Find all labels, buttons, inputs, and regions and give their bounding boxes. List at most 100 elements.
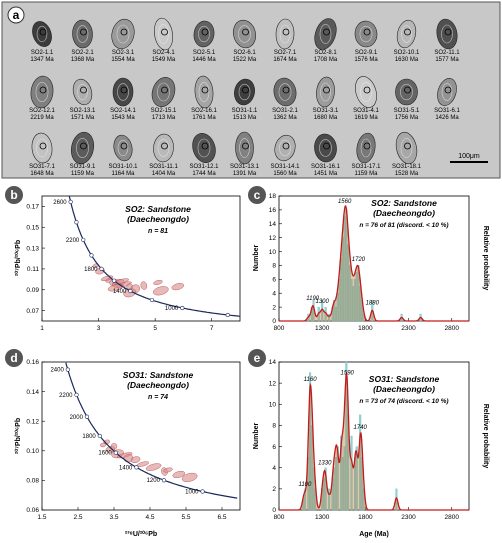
panel-c-y2label: Relative probability xyxy=(482,226,489,291)
analysis-spot xyxy=(242,86,249,94)
x-tick-label: 1800 xyxy=(358,325,373,332)
concordia-age-marker xyxy=(134,465,139,470)
zircon-zoning xyxy=(279,24,291,44)
zircon-grain-image xyxy=(356,132,376,164)
panel-e-label: e xyxy=(254,351,261,365)
probability-curve xyxy=(279,372,469,511)
zircon-grain-image xyxy=(111,18,135,50)
panel-c-subtitle: (Daecheongdo) xyxy=(373,208,435,218)
grain-age: 1549 Ma xyxy=(152,57,176,63)
analysis-spot xyxy=(282,86,290,94)
grain-id: SO31-3.1 xyxy=(313,108,339,114)
panel-c-frame xyxy=(278,195,470,322)
grain-age: 1528 Ma xyxy=(395,171,419,177)
zircon-zoning xyxy=(36,25,48,43)
grain-id: SO31-5.1 xyxy=(394,108,420,114)
y-tick-label: 0.12 xyxy=(26,418,39,425)
concordia-age-label: 1000 xyxy=(165,306,179,312)
zircon-grain-image xyxy=(316,76,335,108)
x-tick-label: 1.5 xyxy=(37,514,46,521)
y-tick-label: 2 xyxy=(272,304,276,311)
grain-id: SO2-4.1 xyxy=(152,50,175,56)
histogram-bar xyxy=(303,488,306,511)
grain-id: SO31-6.1 xyxy=(434,108,460,114)
data-ellipse xyxy=(107,283,124,292)
grain-id: SO2-16.1 xyxy=(191,108,217,114)
concordia-age-label: 1400 xyxy=(119,465,133,471)
concordia-age-marker xyxy=(161,478,167,483)
peak-age-label: 1740 xyxy=(354,425,368,431)
panel-d-ylabel: ²⁰⁷Pb/²⁰⁶Pb xyxy=(14,418,22,454)
grain-age: 1680 Ma xyxy=(314,115,338,121)
peak-age-label: 1560 xyxy=(338,199,352,205)
panel-c-label-badge xyxy=(248,186,266,204)
y-tick-label: 2 xyxy=(272,486,276,493)
analysis-spot xyxy=(404,86,411,94)
grain-id: SO2-8.1 xyxy=(314,50,337,56)
histogram-bar xyxy=(328,313,331,322)
grain-id: SO2-5.1 xyxy=(193,50,216,56)
concordia-age-label: 2200 xyxy=(66,238,80,244)
concordia-age-marker xyxy=(84,414,90,419)
grain-age: 1522 Ma xyxy=(233,57,257,63)
x-tick-label: 2.5 xyxy=(73,514,82,521)
analysis-spot xyxy=(282,28,290,36)
x-tick-label: 5 xyxy=(153,325,157,332)
panel-e-label-badge xyxy=(248,349,266,367)
x-tick-label: 2300 xyxy=(401,514,416,521)
analysis-spot xyxy=(80,86,87,94)
zircon-grain-image xyxy=(194,75,214,109)
panel-b-title: SO2: Sandstone xyxy=(125,204,191,214)
x-tick-label: 2300 xyxy=(401,325,416,332)
panel-b-n: n = 81 xyxy=(148,228,168,235)
y-tick-label: 0.07 xyxy=(26,308,39,315)
grain-id: SO2-11.1 xyxy=(434,50,460,56)
panel-d-xlabel: ²³⁸U/²⁰⁶Pb xyxy=(125,530,157,538)
x-tick-label: 1300 xyxy=(315,325,330,332)
zircon-grain-image xyxy=(273,77,297,107)
zircon-zoning xyxy=(238,83,251,101)
analysis-spot xyxy=(201,142,209,150)
histogram-bar xyxy=(324,467,327,511)
data-ellipse xyxy=(145,463,162,471)
zircon-grain-image xyxy=(235,131,254,165)
concordia-age-marker xyxy=(149,297,155,303)
zircon-grain-image xyxy=(232,19,257,49)
analysis-spot xyxy=(80,142,87,150)
analysis-spot xyxy=(363,28,371,36)
y-tick-label: 10 xyxy=(269,401,277,408)
grain-age: 1391 Ma xyxy=(233,171,257,177)
x-tick-label: 2800 xyxy=(444,514,459,521)
grain-age: 1347 Ma xyxy=(30,57,54,63)
grain-id: SO2-12.1 xyxy=(29,108,55,114)
x-tick-label: 1 xyxy=(40,325,44,332)
grain-age: 1761 Ma xyxy=(192,115,216,121)
concordia-age-label: 1800 xyxy=(82,434,96,440)
grain-age: 1756 Ma xyxy=(395,115,419,121)
analysis-spot xyxy=(444,86,452,94)
zircon-zoning xyxy=(239,138,250,158)
histogram-bar xyxy=(360,456,363,511)
y-tick-label: 10 xyxy=(269,249,277,256)
panel-c-n: n = 76 of 81 (discord. < 10 %) xyxy=(359,222,448,229)
data-ellipse xyxy=(152,286,169,296)
y-tick-label: 6 xyxy=(272,444,276,451)
zircon-grain-image xyxy=(436,18,458,50)
analysis-spot xyxy=(161,86,168,94)
concordia-age-marker xyxy=(97,433,102,439)
analysis-spot xyxy=(323,142,330,150)
concordia-age-marker xyxy=(180,305,185,311)
y-tick-label: 8 xyxy=(272,263,276,270)
analysis-spot xyxy=(39,28,47,36)
zircon-grain-image xyxy=(193,20,215,48)
zircon-grain-image xyxy=(234,78,255,106)
panel-b-label-badge xyxy=(5,186,23,204)
zircon-grain-image xyxy=(72,78,93,106)
x-tick-label: 1800 xyxy=(358,514,373,521)
analysis-spot xyxy=(404,28,411,36)
y-tick-label: 12 xyxy=(269,235,277,242)
panel-e-n: n = 73 of 74 (discord. < 10 %) xyxy=(359,398,448,405)
concordia-age-label: 1800 xyxy=(84,267,98,273)
concordia-age-marker xyxy=(113,450,118,455)
